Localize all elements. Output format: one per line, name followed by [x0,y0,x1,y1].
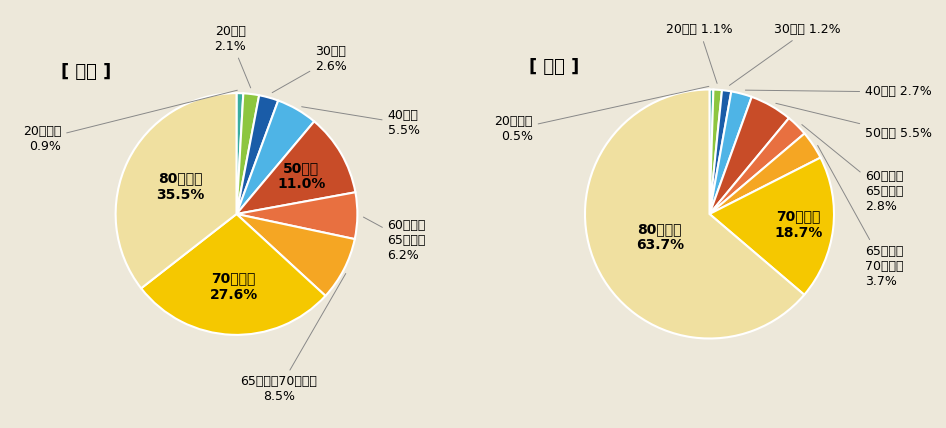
Text: 40歳代 2.7%: 40歳代 2.7% [745,86,932,98]
Text: 40歳代
5.5%: 40歳代 5.5% [302,107,420,137]
Wedge shape [585,89,804,339]
Wedge shape [710,118,804,214]
Wedge shape [236,214,355,296]
Wedge shape [710,90,731,214]
Text: [ 男性 ]: [ 男性 ] [61,63,112,81]
Wedge shape [710,92,752,214]
Text: 65歳以上70歳未満
8.5%: 65歳以上70歳未満 8.5% [240,273,345,403]
Text: 50歳代 5.5%: 50歳代 5.5% [776,103,932,140]
Text: 20歳未満
0.9%: 20歳未満 0.9% [23,90,237,153]
Wedge shape [710,89,722,214]
Text: 80歳以上
35.5%: 80歳以上 35.5% [156,171,204,202]
Wedge shape [710,158,834,295]
Wedge shape [236,95,278,214]
Text: 30歳代
2.6%: 30歳代 2.6% [272,45,347,92]
Text: 70歳以上
27.6%: 70歳以上 27.6% [209,271,257,302]
Text: 60歳以上
65歳未満
6.2%: 60歳以上 65歳未満 6.2% [363,217,426,262]
Text: 60歳以上
65歳未満
2.8%: 60歳以上 65歳未満 2.8% [802,125,903,213]
Wedge shape [710,97,789,214]
Text: 20歳代
2.1%: 20歳代 2.1% [215,25,251,88]
Wedge shape [710,134,820,214]
Wedge shape [236,192,358,239]
Text: [ 女性 ]: [ 女性 ] [529,58,579,76]
Text: 20歳未満
0.5%: 20歳未満 0.5% [495,86,709,143]
Wedge shape [236,93,243,214]
Text: 50歳代
11.0%: 50歳代 11.0% [277,161,325,191]
Text: 30歳代 1.2%: 30歳代 1.2% [729,23,841,85]
Text: 70歳以上
18.7%: 70歳以上 18.7% [775,209,823,240]
Wedge shape [115,93,236,288]
Wedge shape [236,122,356,214]
Text: 20歳代 1.1%: 20歳代 1.1% [666,23,733,83]
Wedge shape [710,89,713,214]
Wedge shape [236,101,314,214]
Wedge shape [236,93,259,214]
Wedge shape [141,214,325,335]
Text: 80歳以上
63.7%: 80歳以上 63.7% [636,222,684,252]
Text: 65歳以上
70歳未満
3.7%: 65歳以上 70歳未満 3.7% [817,146,903,288]
